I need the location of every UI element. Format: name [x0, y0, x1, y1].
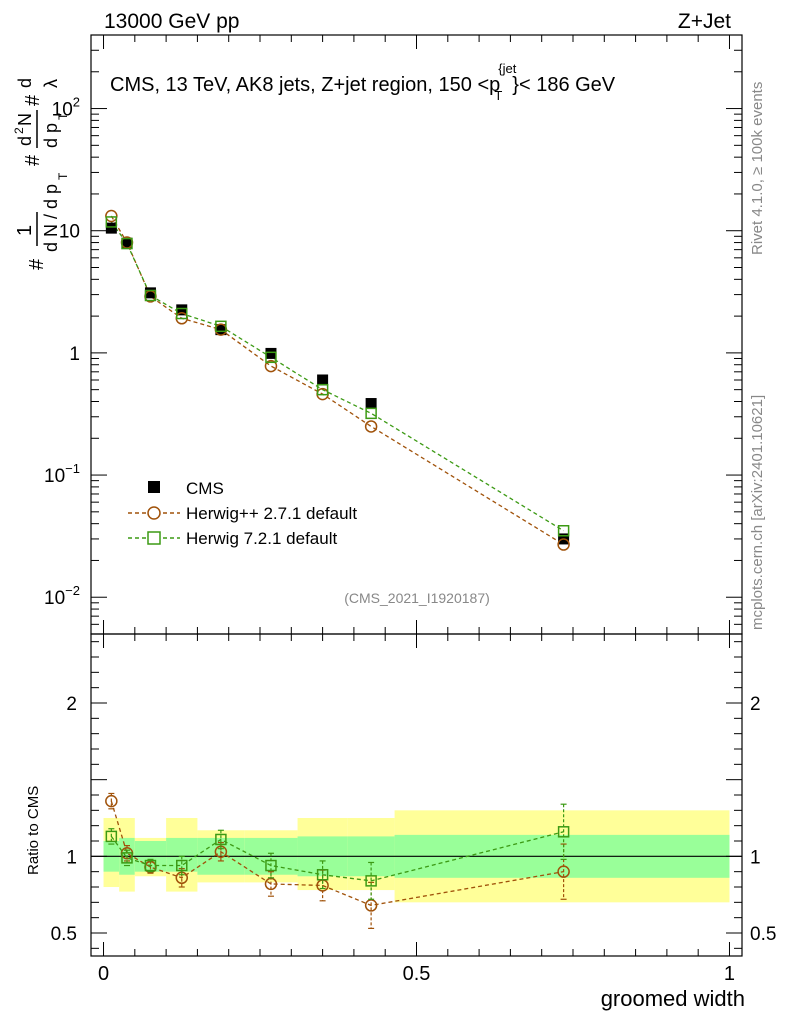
svg-text:λ: λ — [41, 79, 61, 88]
legend-marker-herwig7 — [147, 531, 161, 545]
ratio-point-herwig7 — [215, 833, 227, 846]
y-axis-label-main: # 1 d N / d p T # d 2 N d p T # d λ — [12, 78, 70, 270]
main-point-cms — [105, 222, 117, 234]
svg-text:d N / d p: d N / d p — [41, 184, 61, 252]
main-point-herwig7 — [316, 383, 329, 396]
main-point-herwig7 — [121, 237, 133, 250]
ratio-y-tick-label-left: 0.5 — [51, 924, 77, 945]
analysis-id: (CMS_2021_I1920187) — [344, 590, 490, 606]
rivet-label: Rivet 4.1.0, ≥ 100k events — [749, 82, 766, 255]
main-point-cms — [144, 287, 156, 299]
main-point-herwig7 — [557, 525, 570, 537]
main-point-herwigpp — [364, 420, 378, 433]
title-sub: T — [494, 88, 502, 103]
main-point-herwig7 — [176, 307, 188, 320]
main-point-cms — [121, 237, 133, 249]
ratio-point-herwig7 — [105, 830, 118, 843]
main-line-herwigpp — [110, 215, 564, 546]
svg-text:N: N — [15, 113, 35, 126]
header-right: Z+Jet — [678, 10, 731, 33]
x-tick-label: 1 — [724, 963, 735, 985]
ratio-y-tick-label-right: 0.5 — [750, 924, 776, 945]
main-point-herwig7 — [144, 289, 157, 302]
y-tick-label-main: 1 — [69, 344, 80, 365]
legend-label-herwig7: Herwig 7.2.1 default — [186, 529, 337, 548]
y-tick-label-main: 10−1 — [44, 461, 80, 487]
ratio-frame-border — [90, 633, 743, 957]
ratio-point-herwigpp — [364, 899, 378, 912]
main-point-cms — [176, 304, 188, 316]
svg-text:d p: d p — [41, 123, 61, 148]
ratio-point-herwig7 — [557, 826, 570, 838]
ratio-point-herwigpp — [105, 794, 118, 808]
svg-text:1: 1 — [14, 225, 36, 236]
main-point-herwig7 — [365, 407, 377, 420]
ratio-line-herwig7 — [110, 831, 564, 882]
title-prefix: CMS, 13 TeV, AK8 jets, Z+jet region, 150… — [110, 74, 500, 96]
ratio-point-herwig7 — [121, 852, 133, 864]
legend-marker-cms — [148, 481, 160, 493]
ratio-series-layer — [105, 792, 570, 930]
main-point-herwigpp — [264, 359, 278, 373]
x-tick-label: 0 — [98, 963, 109, 985]
ratio-point-herwig7 — [265, 859, 277, 872]
plot-title: CMS, 13 TeV, AK8 jets, Z+jet region, 150… — [110, 61, 616, 103]
svg-text:#: # — [22, 94, 44, 106]
y-axis-label-ratio: Ratio to CMS — [25, 786, 42, 875]
ratio-point-herwigpp — [264, 877, 278, 891]
svg-text:d: d — [15, 78, 35, 88]
ratio-point-herwig7 — [176, 859, 188, 872]
main-series-layer — [105, 209, 570, 551]
main-line-herwig7 — [110, 221, 564, 532]
legend-label-herwigpp: Herwig++ 2.7.1 default — [186, 504, 357, 523]
ratio-y-tick-label-left: 2 — [66, 694, 77, 715]
main-point-cms — [317, 374, 329, 386]
main-point-herwigpp — [105, 209, 118, 223]
ratio-point-herwig7 — [365, 875, 377, 887]
main-point-herwig7 — [265, 351, 277, 364]
y-tick-label-main: 10−2 — [44, 583, 80, 609]
svg-text:2: 2 — [12, 127, 26, 134]
header-left: 13000 GeV pp — [104, 10, 239, 33]
svg-text:T: T — [56, 112, 70, 120]
legend-marker-herwigpp — [147, 506, 161, 520]
ratio-point-herwig7 — [316, 868, 329, 881]
ratio-y-tick-label-right: 1 — [750, 847, 761, 868]
main-point-herwig7 — [105, 216, 118, 228]
x-tick-label: 0.5 — [403, 963, 431, 985]
main-point-cms — [365, 398, 377, 410]
ratio-uncertainty-bands — [91, 810, 742, 903]
main-point-cms — [215, 324, 227, 336]
main-point-cms — [265, 347, 277, 359]
main-point-herwig7 — [215, 320, 227, 333]
svg-text:d: d — [15, 136, 35, 146]
title-sup: {jet — [498, 61, 516, 76]
ratio-y-tick-label-left: 1 — [66, 847, 77, 868]
ratio-point-herwig7 — [144, 859, 157, 872]
svg-text:#: # — [26, 258, 48, 270]
x-axis-label: groomed width — [601, 986, 745, 1011]
title-suffix: }< 186 GeV — [512, 74, 616, 96]
y-tick-label-main: 10 — [59, 222, 80, 243]
ratio-y-tick-label-right: 2 — [750, 694, 761, 715]
svg-text:T: T — [56, 172, 70, 180]
ratio-line-herwigpp — [110, 800, 564, 907]
ratio-point-herwigpp — [557, 865, 570, 878]
svg-text:#: # — [22, 154, 44, 166]
mcplots-label: mcplots.cern.ch [arXiv:2401.10621] — [749, 395, 766, 630]
y-tick-label-main: 102 — [52, 95, 80, 121]
legend: CMS Herwig++ 2.7.1 default Herwig 7.2.1 … — [128, 479, 357, 548]
main-point-herwigpp — [557, 538, 570, 551]
legend-label-cms: CMS — [186, 479, 224, 498]
ratio-plot-frame: 0 0.5 1 0.5 0.5 1 1 2 2 — [51, 633, 776, 985]
